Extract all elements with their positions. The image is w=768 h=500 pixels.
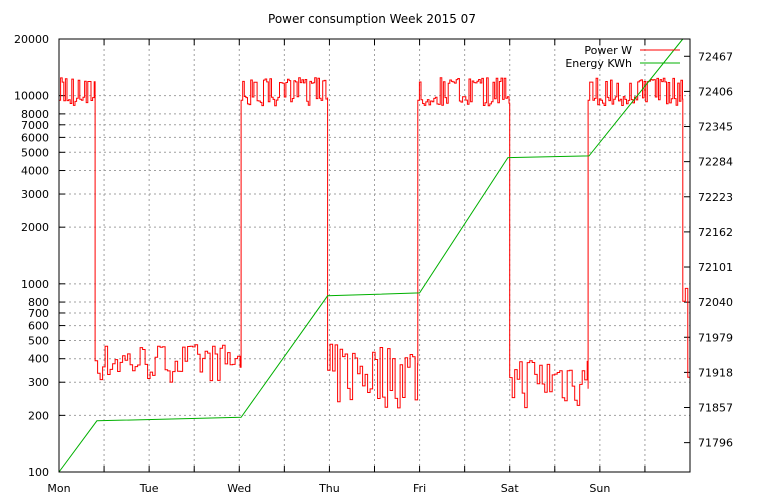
chart-title: Power consumption Week 2015 07 (268, 12, 476, 26)
y-right-tick-label: 71857 (698, 402, 733, 415)
y-left-tick-label: 7000 (21, 119, 49, 132)
y-right-tick-label: 72406 (698, 85, 733, 98)
y-right-tick-label: 72101 (698, 261, 733, 274)
y-left-tick-label: 10000 (14, 90, 49, 103)
x-tick-label: Tue (139, 482, 159, 495)
y-left-tick-label: 500 (28, 334, 49, 347)
energy-line (58, 38, 684, 473)
legend-label-power: Power W (584, 44, 632, 57)
y-left-tick-label: 4000 (21, 165, 49, 178)
legend: Power W Energy KWh (565, 44, 680, 70)
y-left-tick-label: 20000 (14, 33, 49, 46)
y-left-tick-label: 8000 (21, 108, 49, 121)
y-axis-right-labels: 71796 71857 71918 71979 72040 72101 72162 72223… (698, 50, 733, 449)
y-left-tick-label: 200 (28, 409, 49, 422)
y-left-tick-label: 5000 (21, 146, 49, 159)
grid-lines (59, 39, 690, 472)
x-tick-label: Sat (501, 482, 520, 495)
y-left-tick-label: 400 (28, 353, 49, 366)
y-left-tick-label: 300 (28, 376, 49, 389)
y-right-tick-label: 72223 (698, 191, 733, 204)
y-left-tick-label: 800 (28, 296, 49, 309)
x-tick-label: Thu (318, 482, 340, 495)
y-left-tick-label: 2000 (21, 221, 49, 234)
y-right-tick-label: 71918 (698, 366, 733, 379)
y-right-tick-label: 72040 (698, 296, 733, 309)
power-series (59, 77, 691, 409)
y-right-tick-label: 72467 (698, 50, 733, 63)
y-right-tick-label: 71979 (698, 331, 733, 344)
energy-series (58, 38, 684, 473)
y-right-tick-label: 72162 (698, 226, 733, 239)
y-left-tick-label: 6000 (21, 131, 49, 144)
legend-label-energy: Energy KWh (565, 57, 632, 70)
y-right-tick-label: 72345 (698, 121, 733, 134)
power-line (59, 77, 691, 409)
y-right-tick-label: 72284 (698, 156, 733, 169)
y-left-tick-label: 700 (28, 307, 49, 320)
x-tick-label: Mon (47, 482, 70, 495)
x-tick-label: Sun (589, 482, 610, 495)
x-tick-label: Fri (413, 482, 426, 495)
y-left-tick-label: 3000 (21, 188, 49, 201)
y-left-tick-label: 600 (28, 320, 49, 333)
y-left-tick-label: 1000 (21, 278, 49, 291)
plot-frame (58, 38, 691, 473)
x-tick-label: Wed (227, 482, 251, 495)
x-axis-labels: Mon Tue Wed Thu Fri Sat Sun (47, 482, 610, 495)
y-right-tick-label: 71796 (698, 437, 733, 450)
y-left-tick-label: 100 (28, 466, 49, 479)
